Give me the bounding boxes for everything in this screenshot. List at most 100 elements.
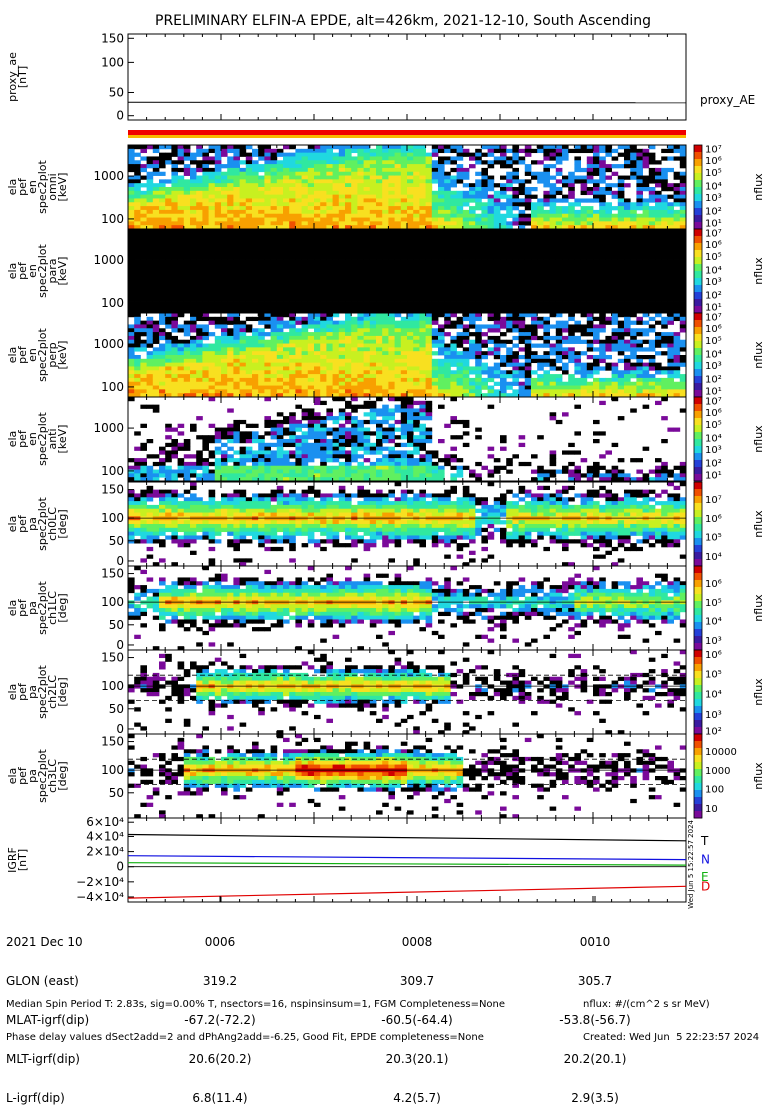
heatmap-cell (419, 313, 426, 317)
heatmap-cell (599, 160, 606, 164)
heatmap-cell (308, 195, 315, 199)
heatmap-cell (426, 336, 433, 340)
heatmap-cell (649, 302, 656, 306)
heatmap-cell (531, 172, 538, 176)
heatmap-cell (649, 294, 656, 298)
heatmap-cell (605, 214, 612, 218)
heatmap-cell (277, 218, 284, 222)
heatmap-cell (147, 244, 154, 248)
heatmap-cell (227, 233, 234, 237)
heatmap-cell (413, 290, 420, 294)
heatmap-cell (438, 260, 445, 264)
heatmap-cell (388, 240, 395, 244)
heatmap-cell (562, 252, 569, 256)
heatmap-cell (506, 172, 513, 176)
heatmap-cell (277, 355, 284, 359)
heatmap-cell (227, 240, 234, 244)
heatmap-cell (246, 267, 253, 271)
heatmap-cell (339, 336, 346, 340)
heatmap-cell (636, 298, 643, 302)
heatmap-cell (159, 233, 166, 237)
heatmap-cell (450, 271, 457, 275)
heatmap-cell (326, 271, 333, 275)
heatmap-cell (134, 229, 141, 233)
heatmap-cell (581, 183, 588, 187)
heatmap-cell (240, 149, 247, 153)
heatmap-cell (364, 248, 371, 252)
heatmap-cell (655, 248, 662, 252)
colorbar-swatch (694, 250, 702, 258)
heatmap-cell (581, 256, 588, 260)
heatmap-cell (128, 359, 135, 363)
heatmap-cell (562, 260, 569, 264)
heatmap-cell (581, 260, 588, 264)
heatmap-cell (593, 198, 600, 202)
heatmap-cell (364, 240, 371, 244)
heatmap-cell (581, 290, 588, 294)
heatmap-cell (494, 286, 501, 290)
heatmap-cell (593, 282, 600, 286)
heatmap-cell (463, 221, 470, 225)
heatmap-cell (512, 240, 519, 244)
heatmap-cell (178, 256, 185, 260)
heatmap-cell (357, 328, 364, 332)
heatmap-cell (413, 305, 420, 309)
heatmap-cell (667, 145, 674, 149)
heatmap-cell (463, 172, 470, 176)
heatmap-cell (388, 359, 395, 363)
heatmap-cell (624, 260, 631, 264)
heatmap-cell (401, 279, 408, 283)
heatmap-cell (302, 244, 309, 248)
heatmap-cell (661, 187, 668, 191)
heatmap-cell (587, 305, 594, 309)
heatmap-cell (153, 279, 160, 283)
heatmap-cell (444, 191, 451, 195)
heatmap-cell (258, 332, 265, 336)
heatmap-cell (401, 183, 408, 187)
heatmap-cell (345, 370, 352, 374)
heatmap-cell (345, 164, 352, 168)
heatmap-cell (376, 263, 383, 267)
heatmap-cell (481, 252, 488, 256)
heatmap-cell (345, 389, 352, 393)
heatmap-cell (494, 202, 501, 206)
heatmap-cell (457, 286, 464, 290)
heatmap-cell (481, 229, 488, 233)
heatmap-cell (134, 336, 141, 340)
heatmap-cell (364, 179, 371, 183)
heatmap-cell (252, 378, 259, 382)
heatmap-cell (661, 256, 668, 260)
heatmap-cell (202, 168, 209, 172)
heatmap-cell (376, 336, 383, 340)
heatmap-cell (636, 271, 643, 275)
heatmap-cell (240, 366, 247, 370)
heatmap-cell (630, 305, 637, 309)
heatmap-cell (531, 195, 538, 199)
heatmap-cell (624, 294, 631, 298)
heatmap-cell (246, 378, 253, 382)
heatmap-cell (512, 176, 519, 180)
heatmap-cell (512, 244, 519, 248)
heatmap-cell (184, 374, 191, 378)
heatmap-cell (134, 363, 141, 367)
colorbar-swatch (694, 271, 702, 279)
heatmap-cell (494, 214, 501, 218)
heatmap-cell (333, 344, 340, 348)
heatmap-cell (339, 176, 346, 180)
heatmap-cell (258, 260, 265, 264)
heatmap-cell (190, 160, 197, 164)
heatmap-cell (531, 302, 538, 306)
heatmap-cell (413, 279, 420, 283)
colorbar-swatch (694, 208, 702, 216)
heatmap-cell (184, 370, 191, 374)
heatmap-cell (320, 328, 327, 332)
heatmap-cell (500, 286, 507, 290)
heatmap-cell (345, 351, 352, 355)
heatmap-cell (655, 237, 662, 241)
heatmap-cell (171, 302, 178, 306)
heatmap-cell (202, 282, 209, 286)
heatmap-cell (457, 145, 464, 149)
heatmap-cell (401, 172, 408, 176)
heatmap-cell (264, 271, 271, 275)
heatmap-cell (295, 153, 302, 157)
